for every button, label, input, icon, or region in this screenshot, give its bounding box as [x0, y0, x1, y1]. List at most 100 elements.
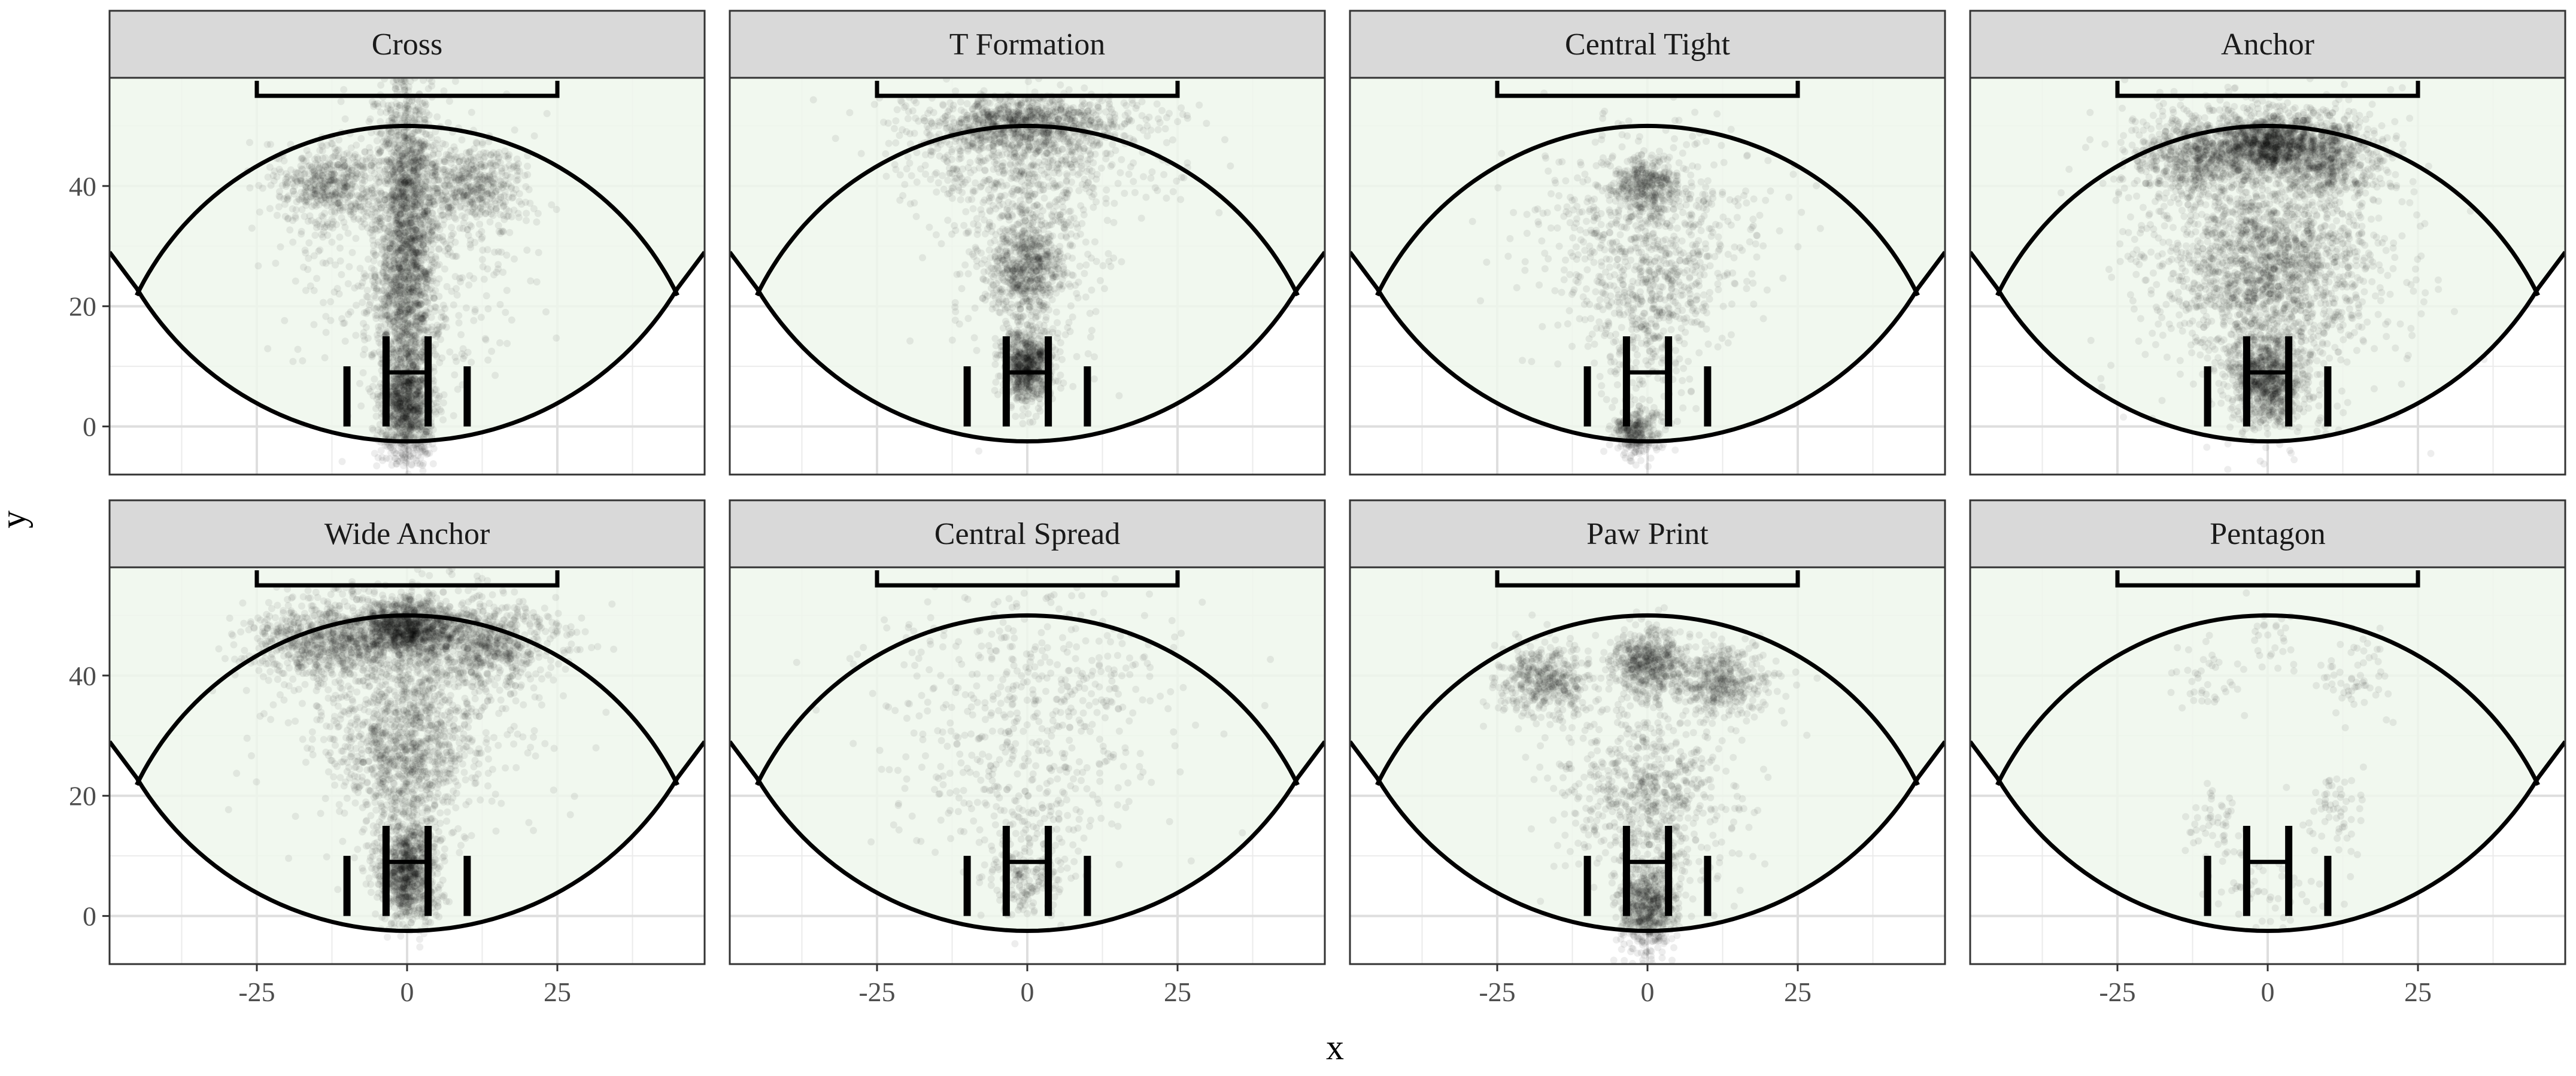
scatter-point [390, 206, 398, 214]
scatter-point [466, 221, 474, 229]
scatter-point [412, 194, 420, 202]
scatter-point [387, 178, 395, 186]
scatter-point [442, 240, 450, 248]
scatter-point [414, 174, 421, 181]
scatter-point [411, 181, 418, 189]
scatter-point [305, 239, 313, 247]
scatter-point [381, 168, 389, 175]
scatter-point [393, 214, 400, 222]
scatter-point [381, 191, 389, 199]
scatter-point [283, 183, 290, 190]
scatter-point [398, 219, 405, 227]
scatter-point [393, 187, 400, 194]
scatter-point [387, 159, 395, 166]
scatter-point [400, 210, 408, 218]
scatter-point [408, 197, 416, 205]
scatter-point [430, 164, 438, 171]
scatter-point [394, 148, 402, 156]
scatter-point [411, 193, 418, 201]
scatter-point [415, 153, 423, 160]
scatter-point [402, 229, 409, 236]
scatter-point [450, 412, 457, 420]
scatter-point [411, 78, 418, 82]
scatter-point [335, 136, 343, 144]
scatter-point [1174, 118, 1182, 126]
scatter-point [406, 235, 414, 242]
scatter-point [416, 147, 424, 154]
scatter-point [417, 402, 425, 409]
scatter-point [491, 372, 499, 379]
scatter-point [412, 233, 420, 241]
scatter-point [396, 146, 403, 154]
scatter-point [400, 200, 408, 208]
scatter-point [393, 150, 400, 158]
scatter-point [414, 127, 422, 134]
scatter-point [489, 165, 496, 173]
scatter-point [356, 379, 363, 387]
scatter-point [397, 190, 405, 198]
scatter-point [393, 227, 400, 235]
scatter-point [397, 206, 405, 214]
facet-panel: Cross [108, 10, 706, 476]
scatter-point [408, 318, 416, 326]
scatter-point [415, 263, 423, 270]
scatter-point [327, 177, 334, 184]
scatter-point [892, 117, 900, 124]
scatter-point [405, 193, 412, 201]
scatter-point [429, 142, 437, 150]
scatter-point [377, 148, 384, 156]
scatter-point [396, 165, 404, 172]
scatter-point [366, 115, 374, 123]
scatter-point [405, 114, 412, 122]
scatter-point [414, 226, 421, 234]
scatter-point [533, 218, 541, 226]
scatter-point [400, 256, 408, 264]
scatter-point [471, 145, 478, 153]
scatter-point [412, 180, 420, 188]
scatter-point [404, 227, 412, 235]
scatter-point [400, 78, 408, 82]
scatter-point [400, 198, 408, 206]
scatter-point [392, 82, 399, 89]
scatter-point [421, 192, 429, 199]
scatter-point [396, 234, 403, 242]
scatter-point [392, 193, 400, 201]
scatter-point [402, 189, 410, 196]
scatter-point [387, 177, 395, 185]
scatter-point [445, 98, 453, 105]
scatter-point [408, 190, 416, 197]
scatter-point [420, 155, 427, 163]
scatter-point [369, 194, 377, 202]
scatter-point [398, 167, 406, 175]
scatter-point [393, 177, 400, 184]
scatter-point [395, 244, 402, 252]
scatter-point [301, 212, 308, 220]
scatter-point [382, 275, 389, 282]
scatter-point [417, 220, 424, 228]
scatter-point [391, 323, 399, 331]
scatter-point [383, 158, 390, 166]
scatter-point [404, 181, 412, 189]
scatter-point [392, 194, 400, 202]
scatter-point [490, 271, 497, 279]
scatter-point [394, 400, 402, 408]
scatter-point [389, 196, 397, 204]
scatter-point [402, 248, 409, 256]
scatter-point [484, 246, 491, 254]
scatter-point [912, 99, 920, 107]
scatter-point [408, 301, 415, 309]
scatter-point [451, 273, 459, 281]
scatter-point [398, 200, 406, 208]
scatter-point [405, 195, 412, 203]
scatter-point [421, 183, 429, 190]
scatter-point [408, 221, 415, 229]
scatter-point [400, 78, 408, 86]
scatter-point [371, 183, 379, 190]
scatter-point [412, 227, 420, 234]
scatter-point [394, 184, 402, 192]
scatter-point [416, 230, 424, 238]
scatter-point [353, 302, 360, 309]
scatter-point [471, 211, 478, 218]
scatter-point [419, 190, 427, 198]
scatter-point [426, 78, 433, 83]
